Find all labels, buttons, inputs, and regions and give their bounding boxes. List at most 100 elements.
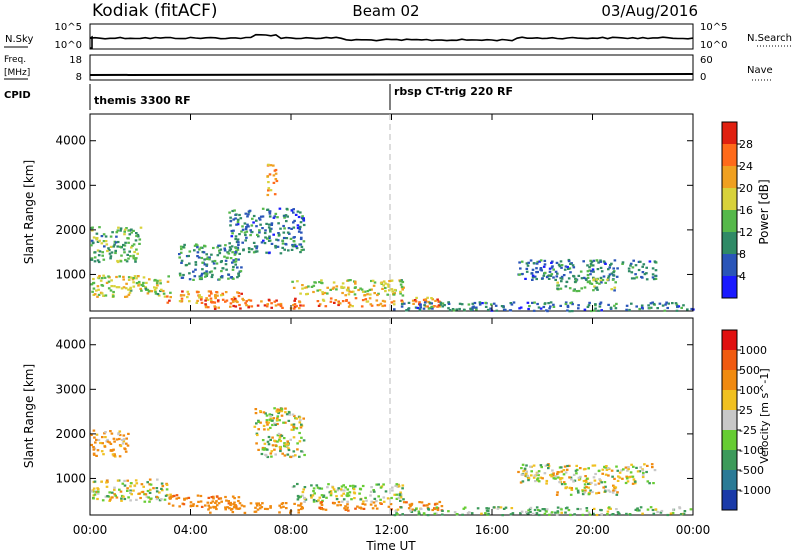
range-time-cell [624,466,628,469]
range-time-cell [616,267,619,270]
range-time-cell [537,306,541,309]
range-time-cell [205,274,208,277]
range-time-cell [292,304,295,307]
range-time-cell [645,470,648,474]
range-time-cell [588,266,591,269]
range-time-cell [269,164,273,167]
range-time-cell [127,278,131,281]
range-time-cell [94,441,97,444]
range-time-cell [298,416,302,419]
range-time-cell [639,466,642,469]
range-time-cell [351,305,354,308]
range-time-cell [227,500,230,503]
colorbar-segment [722,122,737,145]
range-time-cell [228,507,231,510]
range-time-cell [545,479,549,483]
range-time-cell [460,303,464,306]
range-time-cell [631,266,635,269]
range-time-cell [381,287,384,290]
range-time-cell [224,244,227,247]
range-time-cell [281,306,284,309]
range-time-cell [281,502,285,505]
range-time-cell [272,216,276,219]
y-tick-label: 1000 [55,471,86,485]
range-time-cell [236,276,239,279]
range-time-cell [625,304,629,307]
range-time-cell [438,305,441,308]
range-time-cell [302,304,305,307]
range-time-cell [123,251,126,254]
range-time-cell [238,303,241,307]
range-time-cell [274,246,277,249]
range-time-cell [569,513,572,517]
range-time-cell [180,276,184,279]
range-time-cell [583,308,587,311]
range-time-cell [235,300,238,303]
nsearch-tick-top: 10^5 [700,22,727,33]
range-time-cell [463,506,467,509]
range-time-cell [410,510,414,513]
range-time-cell [532,309,536,312]
range-time-cell [295,427,299,430]
range-time-cell [312,487,316,490]
range-time-cell [240,230,243,233]
range-time-cell [585,477,589,480]
range-time-cell [368,288,372,291]
range-time-cell [215,495,219,498]
range-time-cell [293,502,296,505]
range-time-cell [285,507,288,510]
range-time-cell [216,246,219,249]
range-time-cell [555,493,559,496]
range-time-cell [332,488,336,491]
range-time-cell [205,253,208,256]
cpid-entry-1: themis 3300 RF [94,94,191,107]
range-time-cell [521,272,524,276]
range-time-cell [299,504,302,507]
range-time-cell [320,487,324,490]
range-time-cell [610,513,614,516]
range-time-cell [221,292,224,295]
range-time-cell [418,307,422,310]
range-time-cell [390,301,394,304]
range-time-cell [199,246,203,249]
range-time-cell [412,302,415,305]
range-time-cell [109,442,113,445]
range-time-cell [261,448,265,451]
range-time-cell [399,280,402,283]
range-time-cell [342,498,346,501]
range-time-cell [433,512,437,515]
range-time-cell [172,494,176,497]
range-time-cell [281,239,285,242]
range-time-cell [116,259,119,263]
range-time-cell [113,285,116,288]
range-time-cell [327,483,330,486]
range-time-cell [280,410,284,413]
range-time-cell [531,268,535,271]
range-time-cell [256,504,259,507]
range-time-cell [403,302,406,305]
range-time-cell [110,285,113,288]
range-time-cell [298,431,301,435]
range-time-cell [286,231,290,234]
range-time-cell [537,480,541,483]
range-time-cell [272,181,276,184]
range-time-cell [426,296,429,299]
range-time-cell [220,275,224,278]
range-time-cell [559,277,562,280]
range-time-cell [137,284,140,287]
range-time-cell [549,305,552,308]
range-time-cell [198,277,202,281]
range-time-cell [328,491,332,494]
range-time-cell [245,236,248,239]
range-time-cell [572,266,576,269]
range-time-cell [276,239,280,242]
range-time-cell [213,305,216,308]
range-time-cell [346,488,350,491]
range-time-cell [125,260,129,263]
x-tick-label: 16:00 [475,523,510,537]
range-time-cell [591,464,595,467]
range-time-cell [466,512,470,515]
range-time-cell [120,497,123,500]
range-time-cell [262,411,266,414]
range-time-cell [512,301,516,304]
